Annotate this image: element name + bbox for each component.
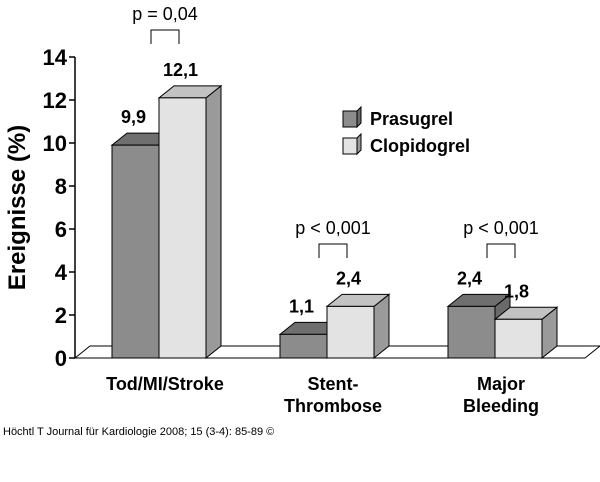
legend-swatch: [342, 110, 358, 128]
legend-swatch: [342, 137, 358, 155]
y-tick-label: 6: [55, 217, 67, 242]
p-value-label: p = 0,04: [132, 4, 198, 24]
source-caption: Höchtl T Journal für Kardiologie 2008; 1…: [3, 426, 275, 438]
bar-chart: 0 2 4 6 8 10 12 14 Ereignisse (%) 9,9 12,1 p = 0,0…: [4, 4, 600, 416]
chart-labels: 9,9 12,1 p = 0,04 Tod/MI/Stroke 1,1 2,4 p < 0,…: [106, 4, 539, 416]
y-tick-label: 4: [55, 260, 68, 285]
bar-front: [111, 144, 160, 359]
bar-front: [326, 305, 375, 359]
category-label: Tod/MI/Stroke: [106, 374, 224, 394]
value-label: 9,9: [121, 107, 146, 127]
y-tick-label: 14: [43, 45, 68, 70]
category-label: Stent-: [308, 374, 359, 394]
value-label: 2,4: [336, 268, 361, 288]
bar-clopidogrel: [325, 293, 391, 360]
y-tick-label: 10: [43, 131, 67, 156]
value-label: 12,1: [163, 60, 198, 80]
bar-front: [447, 305, 496, 359]
value-label: 1,8: [504, 281, 529, 301]
y-tick-label: 2: [55, 303, 67, 328]
bar-front: [279, 333, 328, 359]
p-value-bracket: [150, 29, 180, 44]
y-tick-label: 0: [55, 346, 67, 371]
bar-front: [158, 97, 207, 359]
bar-side: [205, 84, 222, 360]
bar-front: [494, 318, 543, 359]
legend-swatch-side: [356, 132, 362, 156]
y-tick-label: 12: [43, 88, 67, 113]
y-axis-title: Ereignisse (%): [4, 125, 31, 290]
category-label: Bleeding: [463, 396, 539, 416]
y-tick-label: 8: [55, 174, 67, 199]
value-label: 2,4: [457, 268, 482, 288]
value-label: 1,1: [289, 296, 314, 316]
p-value-bracket: [318, 243, 348, 258]
legend-label: Clopidogrel: [370, 136, 470, 156]
p-value-bracket: [486, 243, 516, 258]
legend-swatch-side: [356, 105, 362, 129]
p-value-label: p < 0,001: [463, 218, 539, 238]
p-value-label: p < 0,001: [295, 218, 371, 238]
chart-bars: [110, 84, 559, 360]
legend-label: Prasugrel: [370, 109, 453, 129]
category-label: Major: [477, 374, 525, 394]
chart-legend: Prasugrel Clopidogrel: [342, 105, 470, 156]
bar-clopidogrel: [157, 84, 223, 360]
bar-clopidogrel: [493, 306, 559, 360]
category-label: Thrombose: [284, 396, 382, 416]
